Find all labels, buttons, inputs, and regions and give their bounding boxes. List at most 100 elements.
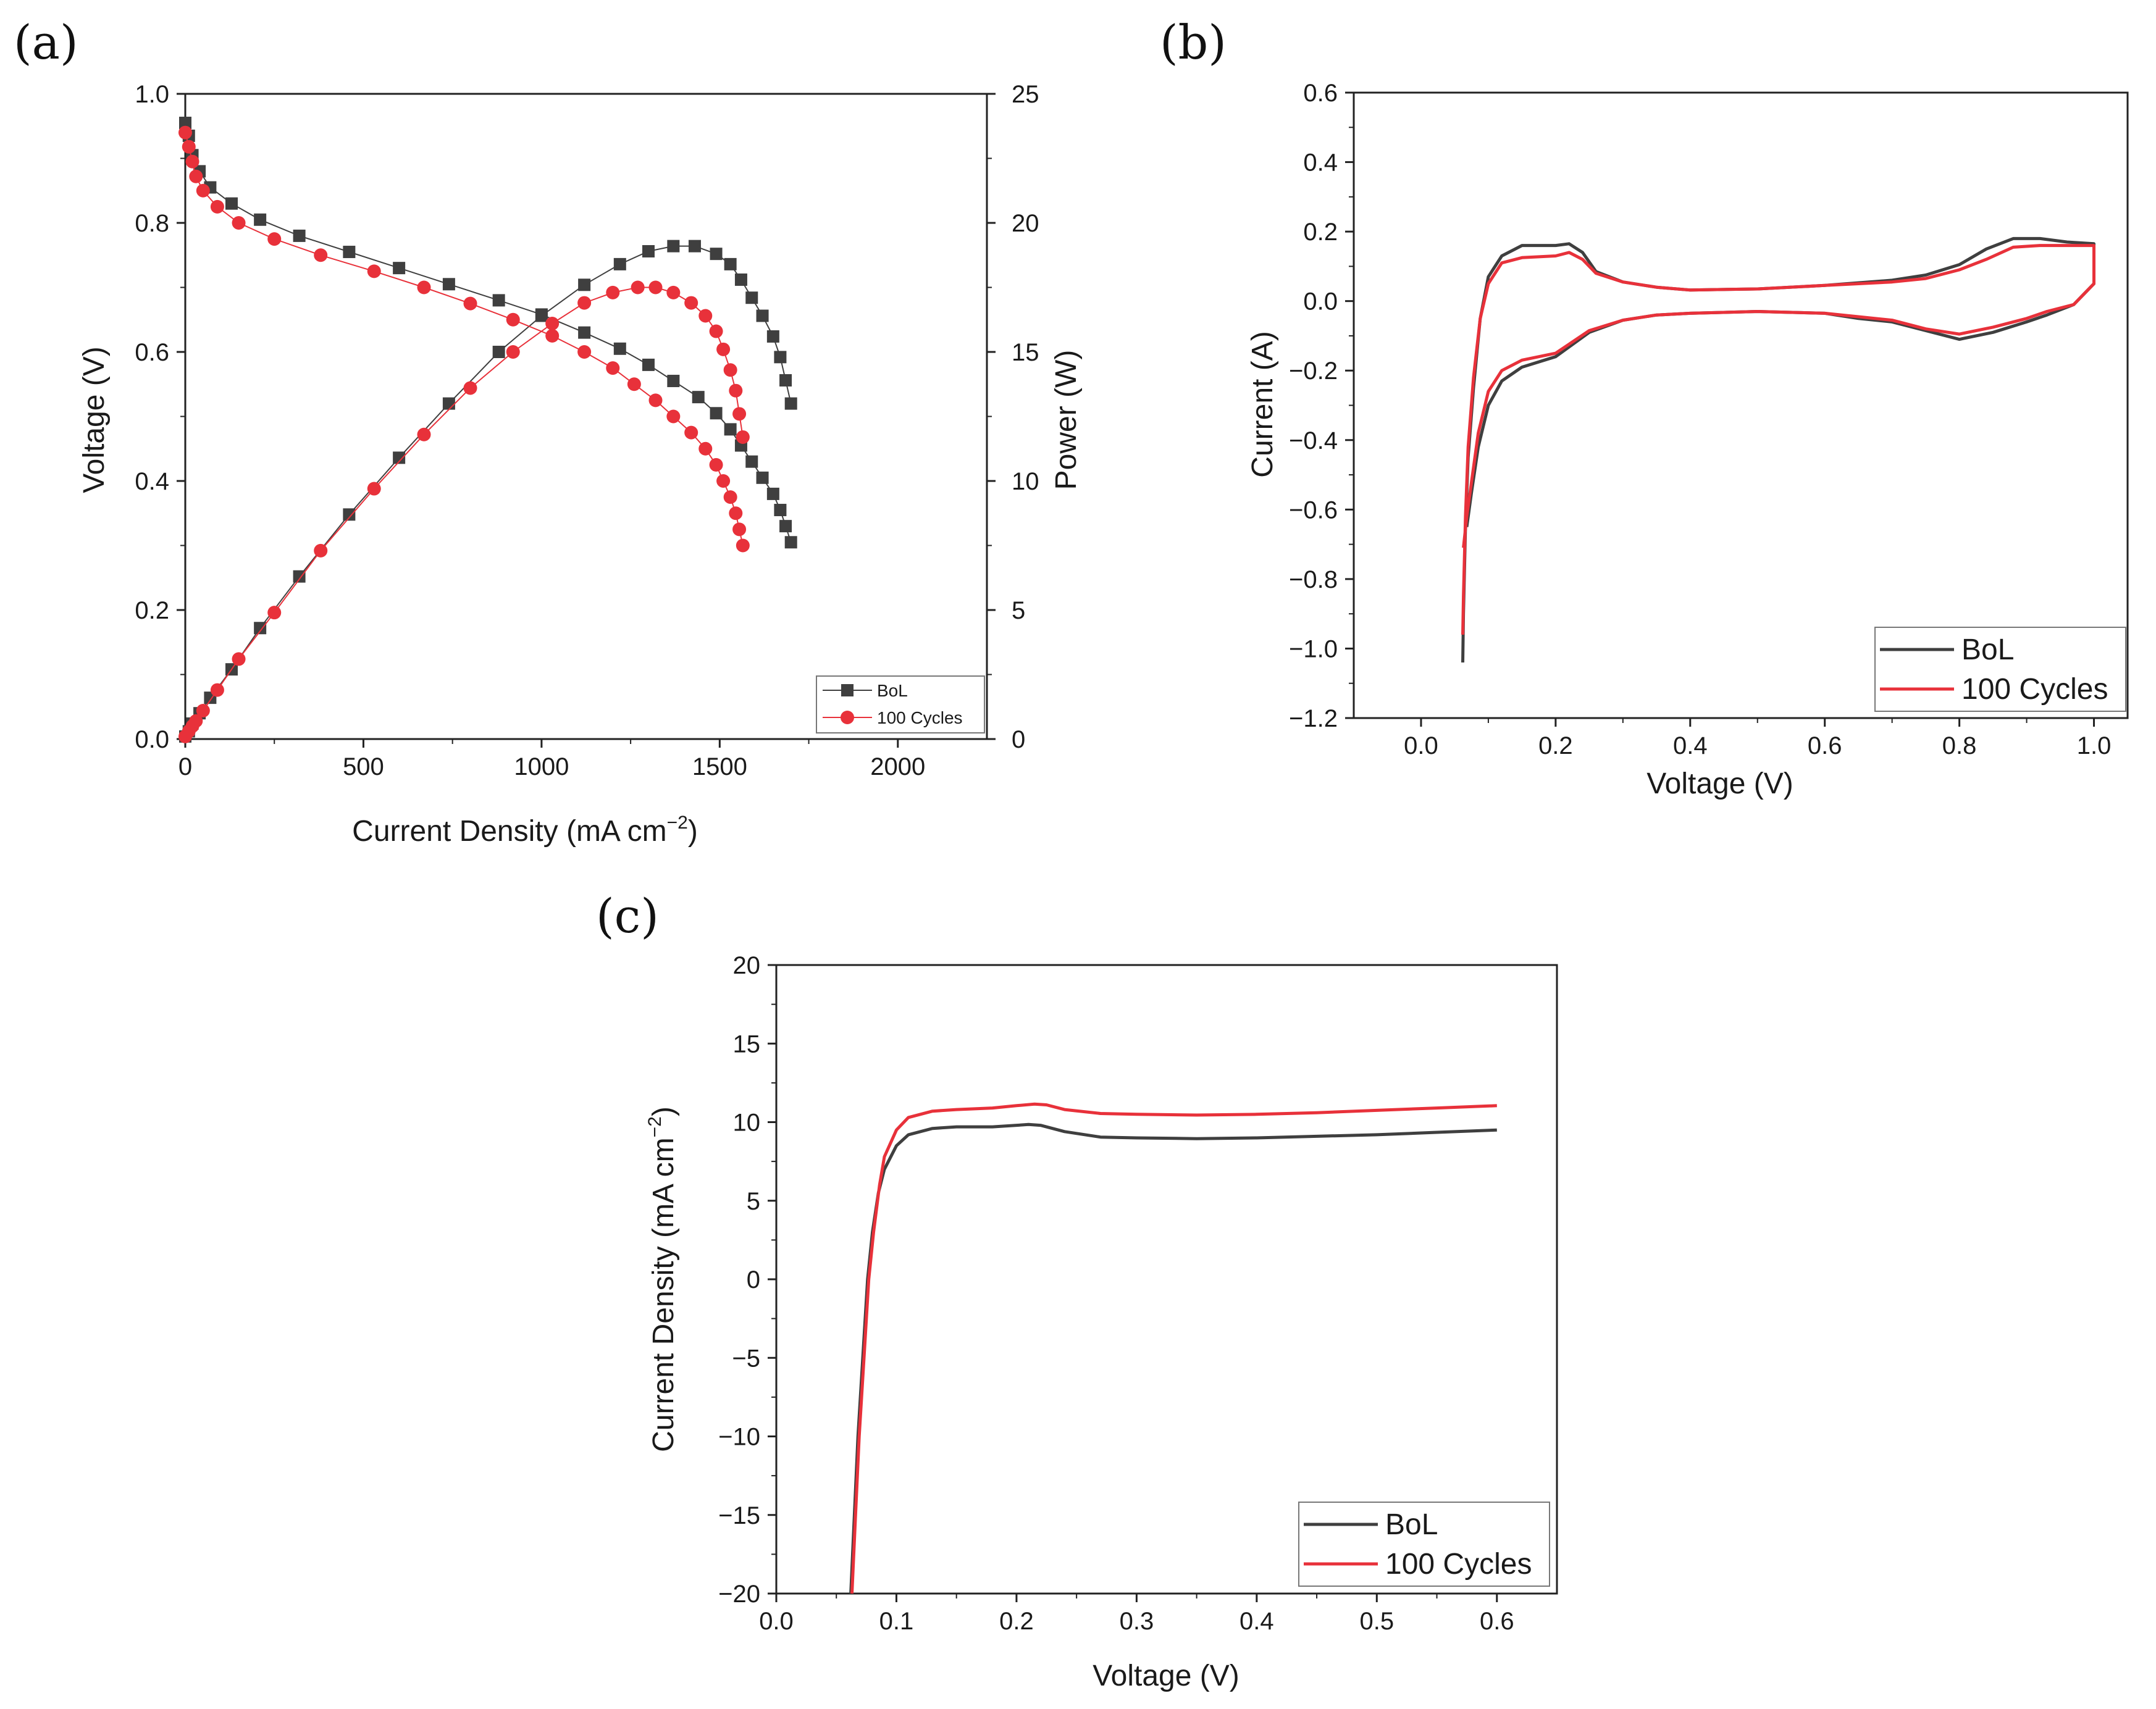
panel-a-bol-power-point <box>688 240 701 253</box>
panel-a-bol-voltage-point <box>692 391 705 404</box>
panel-a-x-ticks: 0 500 1000 1500 2000 <box>178 739 925 780</box>
panel-b-y-tick-label: 0.0 <box>1303 288 1338 315</box>
panel-a-y-tick-label: 0.2 <box>135 597 169 624</box>
panel-a-bol-power-point <box>784 397 797 410</box>
panel-a-y-tick-label: 0.8 <box>135 210 169 237</box>
panel-a-bol-voltage-point <box>613 342 626 355</box>
panel-b-y-tick-label: 0.2 <box>1303 219 1338 246</box>
panel-a-100cycles-voltage-point <box>232 216 246 230</box>
panel-a-100cycles-voltage-point <box>210 199 224 214</box>
panel-c-y-ticks: −20 −15 −10 −5 0 5 10 15 20 <box>718 952 776 1608</box>
panel-b-y-tick-label: 0.6 <box>1303 80 1338 107</box>
panel-a-100cycles-voltage-point <box>729 506 743 520</box>
panel-a-y-tick-label: 0.6 <box>135 339 169 366</box>
panel-a-legend: BoL 100 Cycles <box>816 675 985 733</box>
panel-a-100cycles-power-point <box>232 652 246 666</box>
panel-a-100cycles-power-point <box>314 543 328 558</box>
panel-a-100cycles-power-point <box>698 309 713 323</box>
panel-a-100cycles-power-point <box>506 345 520 359</box>
legend-c-bol-label: BoL <box>1385 1508 1438 1541</box>
legend-a-bol-marker <box>841 684 854 696</box>
panel-a-series <box>178 117 797 743</box>
panel-c-y-tick-label: 0 <box>747 1266 760 1293</box>
panel-a-y2-tick-label: 15 <box>1012 339 1039 366</box>
panel-a-bol-voltage-point <box>745 455 758 468</box>
panel-a-100cycles-power-point <box>267 606 282 620</box>
panel-b-y-tick-label: −1.2 <box>1289 705 1338 732</box>
legend-c-100cycles-label: 100 Cycles <box>1385 1548 1532 1581</box>
panel-b-legend-box <box>1874 627 2126 712</box>
panel-a-100cycles-voltage-point <box>506 312 520 327</box>
panel-a-y2-tick-label: 20 <box>1012 210 1039 237</box>
panel-a-bol-voltage-point <box>779 520 792 533</box>
panel-a-100cycles-power-point <box>732 407 747 421</box>
panel-c-y-axis-title: Current Density (mA cm−2) <box>645 1106 680 1452</box>
panel-a-100cycles-voltage-point <box>182 140 196 154</box>
panel-c: (c) 0.0 0.1 0.2 0.3 0.4 0.5 0.6 −20 −15 −10 −5 0 5 1… <box>596 888 1558 1692</box>
panel-a-100cycles-voltage-point <box>267 232 282 246</box>
panel-a-100cycles-voltage-point <box>367 264 381 278</box>
panel-c-x-tick-label: 0.3 <box>1120 1608 1154 1635</box>
panel-c-x-axis-title: Voltage (V) <box>1093 1660 1239 1692</box>
panel-a-100cycles-voltage-point <box>417 280 431 295</box>
panel-c-x-tick-label: 0.0 <box>759 1608 794 1635</box>
panel-a-100cycles-voltage-point <box>196 183 210 198</box>
panel-a-100cycles-power-point <box>716 342 731 356</box>
panel-a-100cycles-voltage-point <box>189 169 203 183</box>
panel-a-bol-voltage-point <box>225 197 238 210</box>
panel-a-100cycles-voltage-point <box>545 328 560 343</box>
panel-a-bol-power-point <box>578 278 591 291</box>
legend-b-bol-label: BoL <box>1961 633 2014 666</box>
panel-a-100cycles-power-point <box>723 363 737 377</box>
panel-a-100cycles-voltage-line <box>185 132 744 546</box>
panel-b: (b) 0.0 0.2 0.4 0.6 0.8 1.0 −1.2−1.0−0.8−0.6−… <box>1160 15 2129 800</box>
panel-a-100cycles-voltage-point <box>648 393 663 407</box>
panel-a-label: (a) <box>14 15 78 70</box>
panel-c-label: (c) <box>596 888 659 943</box>
panel-b-label: (b) <box>1160 15 1227 70</box>
panel-a-bol-voltage-point <box>343 246 356 259</box>
panel-a-bol-power-point <box>442 397 455 410</box>
panel-a-bol-voltage-point <box>724 423 737 436</box>
panel-a-x-tick-label: 2000 <box>870 753 925 780</box>
legend-a-100cycles-label: 100 Cycles <box>877 708 963 727</box>
panel-a-100cycles-voltage-point <box>463 296 477 311</box>
panel-a-100cycles-voltage-point <box>314 248 328 262</box>
panel-b-x-tick-label: 0.6 <box>1808 732 1842 759</box>
panel-a-100cycles-voltage-point <box>606 361 620 375</box>
panel-a-100cycles-power-point <box>729 383 743 398</box>
panel-a-100cycles-voltage-point <box>709 458 723 472</box>
panel-c-x-tick-label: 0.6 <box>1480 1608 1514 1635</box>
panel-a-100cycles-voltage-point <box>732 522 747 537</box>
panel-b-x-axis-title: Voltage (V) <box>1646 767 1793 800</box>
panel-a-bol-power-point <box>724 257 737 270</box>
panel-a-bol-power-point <box>343 508 356 521</box>
panel-c-x-tick-label: 0.2 <box>999 1608 1034 1635</box>
panel-a-y-tick-label: 0.0 <box>135 726 169 753</box>
panel-a-100cycles-power-point <box>196 704 210 718</box>
panel-a-y-axis-title: Voltage (V) <box>78 346 111 493</box>
panel-b-y-tick-label: −0.4 <box>1289 427 1338 454</box>
panel-a-y2-ticks: 0 5 10 15 20 25 <box>987 81 1039 753</box>
panel-a-100cycles-power-point <box>666 285 681 299</box>
panel-b-x-tick-label: 0.8 <box>1942 732 1977 759</box>
panel-c-100cycles-curve <box>850 1102 1497 1594</box>
panel-a-100cycles-voltage-point <box>684 425 698 440</box>
panel-c-y-tick-label: −20 <box>718 1581 760 1608</box>
panel-a-100cycles-voltage-point <box>716 474 731 488</box>
panel-a-y2-tick-label: 5 <box>1012 597 1025 624</box>
legend-a-100cycles-marker <box>841 711 854 724</box>
panel-c-legend: BoL 100 Cycles <box>1298 1502 1550 1587</box>
panel-c-y-tick-label: −5 <box>732 1345 760 1372</box>
panel-a-bol-power-point <box>667 240 680 253</box>
panel-a-bol-power-point <box>745 291 758 304</box>
panel-a-bol-voltage-point <box>254 213 267 226</box>
panel-a-bol-power-point <box>774 351 787 364</box>
panel-a-bol-voltage-point <box>578 326 591 339</box>
panel-a-100cycles-power-point <box>577 296 592 310</box>
panel-a-bol-power-point <box>710 248 723 261</box>
panel-a-y2-tick-label: 25 <box>1012 81 1039 108</box>
panel-c-x-tick-label: 0.4 <box>1239 1608 1274 1635</box>
panel-a-100cycles-power-point <box>736 430 750 444</box>
